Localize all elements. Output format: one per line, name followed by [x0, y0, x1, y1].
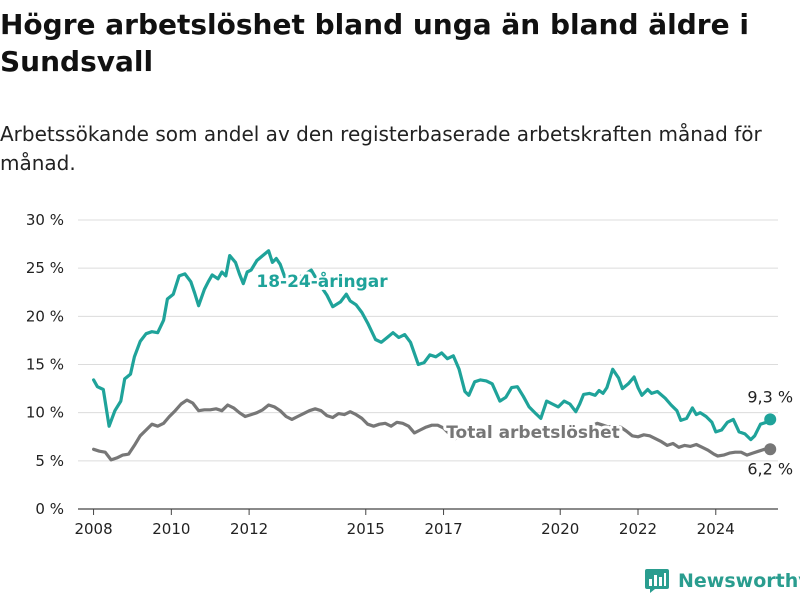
y-tick-label: 5 %: [35, 452, 64, 470]
y-tick-label: 10 %: [26, 404, 64, 422]
series-end-point: [764, 413, 777, 426]
y-tick-label: 0 %: [35, 500, 64, 518]
x-tick-label: 2010: [152, 520, 190, 538]
chart-subtitle: Arbetssökande som andel av den registerb…: [0, 122, 762, 175]
x-tick-label: 2020: [541, 520, 579, 538]
x-tick-label: 2015: [347, 520, 385, 538]
x-tick-label: 2008: [74, 520, 112, 538]
y-tick-label: 30 %: [26, 211, 64, 229]
bar-chart-logo-icon: [645, 569, 669, 593]
x-tick-label: 2012: [230, 520, 268, 538]
brand-name: Newsworthy: [678, 570, 800, 592]
series-label: 18-24-åringar: [256, 270, 388, 292]
series-end-point: [764, 443, 777, 456]
chart-title: Högre arbetslöshet bland unga än bland ä…: [0, 8, 749, 78]
x-tick-label: 2017: [424, 520, 462, 538]
series-label-halo: 18-24-åringar: [256, 270, 388, 292]
brand-logo[interactable]: Newsworthy: [644, 568, 800, 594]
y-tick-label: 20 %: [26, 307, 64, 325]
series-end-label: 9,3 %: [747, 387, 793, 406]
series-label-halo: Total arbetslöshet: [446, 423, 620, 443]
x-tick-label: 2024: [697, 520, 735, 538]
x-tick-label: 2022: [619, 520, 657, 538]
series-line: [92, 249, 772, 442]
series-end-label: 6,2 %: [747, 459, 793, 478]
series-line: [92, 398, 772, 462]
y-tick-label: 15 %: [26, 356, 64, 374]
y-tick-label: 25 %: [26, 259, 64, 277]
series-label: Total arbetslöshet: [446, 423, 620, 443]
